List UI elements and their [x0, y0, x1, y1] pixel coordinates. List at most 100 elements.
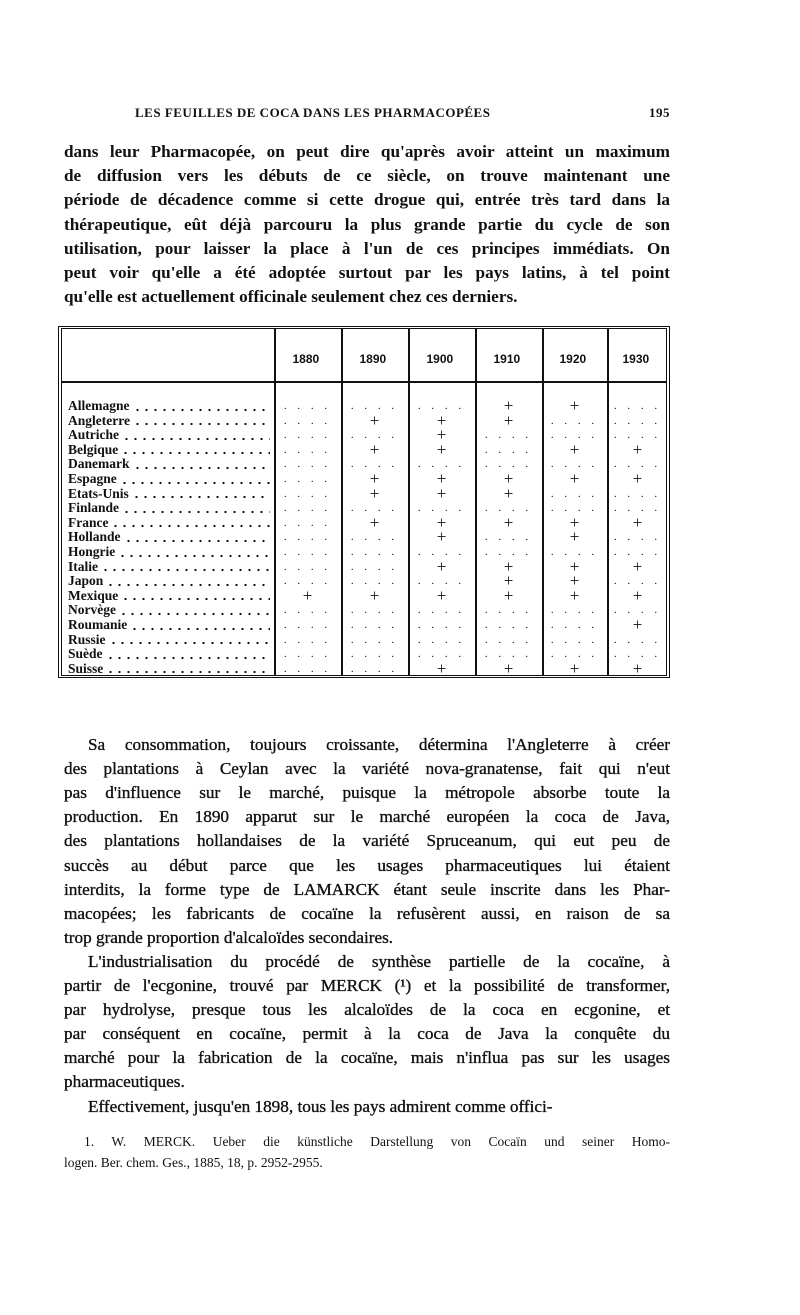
empty-cell: . . . . — [283, 619, 332, 631]
adopted-mark: + — [632, 559, 643, 575]
empty-cell: . . . . — [417, 575, 466, 588]
empty-cell: . . . . — [283, 648, 332, 661]
empty-cell: . . . . — [283, 487, 332, 500]
country-label: Roumanie — [68, 618, 272, 633]
leader-dots — [108, 641, 270, 646]
empty-cell: . . . . — [550, 619, 599, 631]
empty-cell: . . . . — [613, 502, 662, 515]
empty-cell: . . . . — [613, 414, 662, 427]
country-label: Japon — [68, 574, 272, 589]
adopted-mark: + — [503, 574, 514, 589]
empty-cell: . . . . — [283, 502, 332, 515]
country-name: Suède — [68, 647, 103, 662]
empty-cell: . . . . — [484, 604, 533, 617]
empty-cell: . . . . — [484, 443, 533, 456]
empty-cell: . . . . — [550, 648, 599, 661]
empty-cell: . . . . — [613, 531, 662, 544]
empty-cell: . . . . — [417, 400, 466, 412]
table-row: Suède . . . . . . . . . . . . . . . . . . . .… — [62, 647, 666, 662]
empty-cell: . . . . — [550, 487, 599, 500]
empty-cell: . . . . — [283, 633, 332, 646]
country-label: Mexique — [68, 589, 272, 604]
adopted-mark: + — [569, 559, 580, 575]
empty-cell: . . . . — [613, 429, 662, 442]
leader-dots — [130, 626, 270, 631]
adopted-mark: + — [436, 530, 447, 545]
country-name: Suisse — [68, 661, 104, 676]
empty-cell: . . . . — [350, 458, 399, 471]
text-line: macopées; les fabricants de cocaïne la r… — [64, 903, 670, 923]
country-name: Finlande — [68, 501, 120, 516]
empty-cell: . . . . — [484, 458, 533, 471]
empty-cell: . . . . — [613, 458, 662, 471]
text-line: utilisation, pour laisser la place à l'u… — [64, 238, 670, 258]
empty-cell: . . . . — [417, 648, 466, 661]
adopted-mark: + — [503, 559, 514, 575]
country-label: Danemark — [68, 457, 272, 472]
text-line: production. En 1890 apparut sur le march… — [64, 807, 670, 827]
country-name: Roumanie — [68, 618, 128, 632]
adopted-mark: + — [569, 442, 580, 458]
adopted-mark: + — [503, 588, 514, 604]
country-label: Russie — [68, 633, 272, 648]
text-line: dans leur Pharmacopée, on peut dire qu'a… — [64, 142, 670, 161]
adopted-mark: + — [369, 515, 380, 531]
empty-cell: . . . . — [613, 487, 662, 500]
adopted-mark: + — [569, 399, 580, 414]
country-name: Etats-Unis — [68, 486, 129, 501]
country-label: Autriche — [68, 428, 272, 443]
country-name: Hongrie — [68, 545, 116, 559]
adopted-mark: + — [632, 618, 643, 633]
column-divider — [274, 329, 276, 675]
empty-cell: . . . . — [350, 400, 399, 412]
adopted-mark: + — [632, 472, 643, 487]
empty-cell: . . . . — [350, 662, 399, 675]
country-name: Allemagne — [68, 399, 130, 413]
running-title: LES FEUILLES DE COCA DANS LES PHARMACOPÉ… — [135, 105, 491, 120]
text-line: partir de l'ecgonine, trouvé par MERCK (… — [64, 976, 670, 995]
adopted-mark: + — [436, 588, 447, 604]
year-header: 1890 — [359, 352, 387, 366]
empty-cell: . . . . — [283, 473, 332, 485]
empty-cell: . . . . — [550, 458, 599, 471]
column-divider — [542, 329, 544, 675]
adopted-mark: + — [503, 486, 514, 502]
footnote-line: 1. W. MERCK. Ueber die künstliche Darste… — [84, 1134, 670, 1149]
empty-cell: . . . . — [417, 604, 466, 617]
country-name: France — [68, 515, 109, 530]
adopted-mark: + — [632, 442, 643, 458]
adopted-mark: + — [436, 515, 447, 531]
empty-cell: . . . . — [613, 575, 662, 588]
country-label: Belgique — [68, 443, 272, 458]
empty-cell: . . . . — [613, 546, 662, 558]
empty-cell: . . . . — [283, 531, 332, 544]
empty-cell: . . . . — [417, 546, 466, 558]
adopted-mark: + — [436, 442, 447, 458]
empty-cell: . . . . — [350, 575, 399, 588]
table-row: Norvège . . . . . . . . . . . . . . . . . . .… — [62, 603, 666, 618]
text-line: pas d'influence sur le marché, puisque l… — [64, 783, 670, 803]
empty-cell: . . . . — [283, 458, 332, 471]
table-row: Japon . . . . . . . . . . . . + + . . . . — [62, 574, 666, 589]
empty-cell: . . . . — [350, 560, 399, 573]
empty-cell: . . . . — [350, 502, 399, 515]
table-row: Finlande . . . . . . . . . . . . . . . . . . … — [62, 501, 666, 516]
adopted-mark: + — [369, 413, 380, 429]
leader-dots — [121, 451, 270, 456]
empty-cell: . . . . — [417, 633, 466, 646]
country-label: Etats-Unis — [68, 487, 272, 502]
adopted-mark: + — [569, 574, 580, 589]
adopted-mark: + — [569, 588, 580, 604]
text-line: Effectivement, jusqu'en 1898, tous les p… — [88, 1096, 553, 1116]
empty-cell: . . . . — [484, 633, 533, 646]
country-label: France — [68, 516, 272, 531]
footnote-line: logen. Ber. chem. Ges., 1885, 18, p. 295… — [64, 1155, 323, 1170]
column-divider — [408, 329, 410, 675]
country-name: Danemark — [68, 457, 130, 472]
leader-dots — [131, 495, 270, 500]
empty-cell: . . . . — [550, 546, 599, 558]
empty-cell: . . . . — [613, 648, 662, 661]
adopted-mark: + — [436, 428, 447, 443]
column-divider — [341, 329, 343, 675]
country-label: Espagne — [68, 472, 272, 487]
